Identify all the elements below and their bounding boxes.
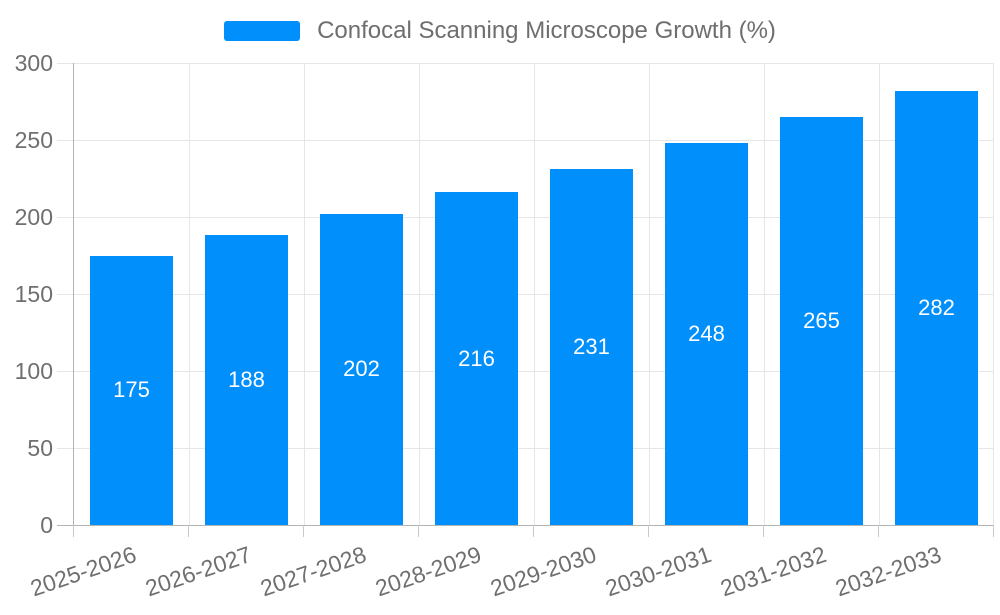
x-gridline xyxy=(993,63,994,525)
y-axis-tick xyxy=(57,140,73,141)
x-gridline xyxy=(419,63,420,525)
bar-value-label: 216 xyxy=(458,345,495,371)
y-axis-label: 100 xyxy=(14,358,53,384)
y-axis-tick xyxy=(57,217,73,218)
bar[interactable]: 202 xyxy=(320,213,403,525)
x-axis-tick xyxy=(303,525,304,537)
bar-value-label: 265 xyxy=(803,307,840,333)
x-axis-tick xyxy=(188,525,189,537)
x-gridline xyxy=(534,63,535,525)
y-axis-label: 50 xyxy=(27,435,53,461)
x-axis-line-extension xyxy=(57,525,73,526)
bar-value-label: 188 xyxy=(228,367,265,393)
bar-value-label: 202 xyxy=(343,356,380,382)
x-gridline xyxy=(304,63,305,525)
y-axis-label: 150 xyxy=(14,281,53,307)
y-axis-label: 200 xyxy=(14,204,53,230)
x-gridline xyxy=(764,63,765,525)
y-axis-tick xyxy=(57,294,73,295)
legend-marker-icon xyxy=(224,21,301,41)
y-axis-tick xyxy=(57,63,73,64)
y-axis-label: 300 xyxy=(14,50,53,76)
y-axis-label: 250 xyxy=(14,127,53,153)
x-axis-tick xyxy=(418,525,419,537)
bar[interactable]: 231 xyxy=(550,169,633,525)
bar[interactable]: 282 xyxy=(895,90,978,525)
x-gridline xyxy=(649,63,650,525)
x-axis-tick xyxy=(993,525,994,537)
y-axis-tick xyxy=(57,371,73,372)
y-axis-tick xyxy=(57,448,73,449)
legend-item[interactable]: Confocal Scanning Microscope Growth (%) xyxy=(0,17,1000,45)
x-axis-tick xyxy=(73,525,74,537)
bar[interactable]: 265 xyxy=(780,116,863,525)
x-axis-tick xyxy=(878,525,879,537)
bar-value-label: 282 xyxy=(918,294,955,320)
bar[interactable]: 188 xyxy=(205,235,288,525)
x-axis-tick xyxy=(648,525,649,537)
bar[interactable]: 216 xyxy=(435,192,518,525)
legend-label: Confocal Scanning Microscope Growth (%) xyxy=(317,17,776,44)
y-axis-label: 0 xyxy=(40,512,53,538)
x-axis-tick xyxy=(533,525,534,537)
bar-chart: Confocal Scanning Microscope Growth (%) … xyxy=(0,17,1000,602)
plot-area: 175 188 202 216 231 248 265 282 xyxy=(73,63,994,526)
bar-value-label: 231 xyxy=(573,334,610,360)
bar[interactable]: 175 xyxy=(90,255,173,525)
x-gridline xyxy=(189,63,190,525)
bar-value-label: 248 xyxy=(688,321,725,347)
x-axis-tick xyxy=(763,525,764,537)
x-gridline xyxy=(879,63,880,525)
bar-value-label: 175 xyxy=(113,377,150,403)
bar[interactable]: 248 xyxy=(665,143,748,525)
